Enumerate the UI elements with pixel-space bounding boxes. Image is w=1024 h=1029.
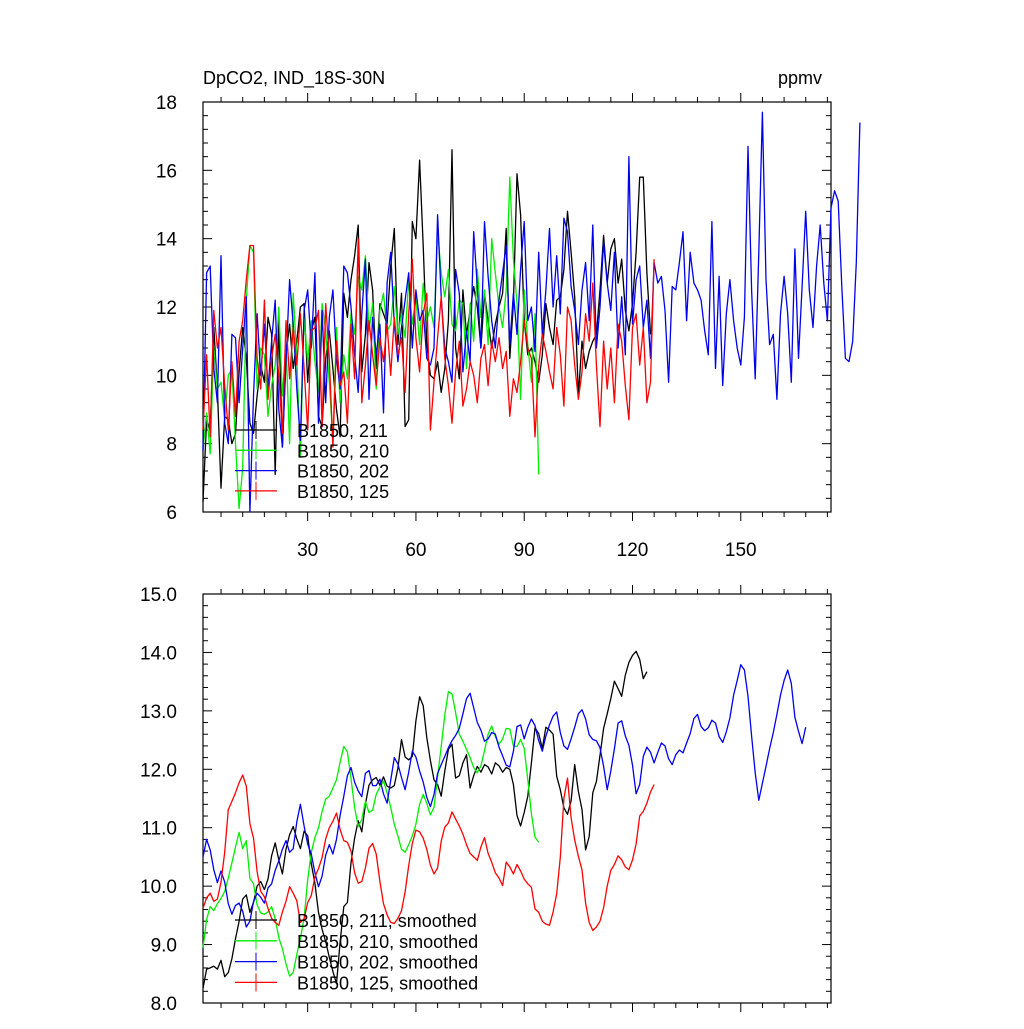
x-tick-label: 120 [617, 540, 649, 561]
x-tick-label: 60 [405, 540, 426, 561]
x-tick-label: 150 [725, 540, 757, 561]
series-line [202, 111, 861, 513]
y-tick-label: 14 [156, 230, 178, 251]
series-line [202, 650, 648, 989]
series-line [202, 690, 540, 977]
legend-label: B1850, 202 [297, 462, 389, 482]
y-tick-label: 10.0 [140, 877, 177, 898]
series-line [202, 774, 655, 932]
y-tick-label: 12.0 [140, 760, 177, 781]
series-line [202, 238, 655, 448]
x-tick-label: 90 [514, 540, 535, 561]
y-tick-label: 11.0 [141, 819, 177, 840]
legend-label: B1850, 202, smoothed [297, 953, 478, 973]
y-tick-label: 18 [156, 93, 177, 114]
y-tick-label: 8 [166, 435, 177, 456]
legend-label: B1850, 125 [297, 482, 389, 502]
y-tick-label: 15.0 [140, 585, 177, 606]
y-tick-label: 9.0 [151, 936, 177, 957]
y-tick-label: 10 [156, 366, 177, 387]
y-tick-label: 8.0 [151, 994, 177, 1015]
y-tick-label: 6 [166, 503, 177, 524]
y-tick-label: 12 [156, 298, 177, 319]
y-tick-label: 13.0 [140, 702, 177, 723]
chart-title-left: DpCO2, IND_18S-30N [203, 68, 385, 89]
legend-label: B1850, 210, smoothed [297, 932, 478, 952]
plot-frame [202, 593, 832, 1004]
x-tick-label: 30 [297, 540, 318, 561]
legend-label: B1850, 210 [297, 441, 389, 461]
y-tick-label: 16 [156, 161, 177, 182]
chart-title-right: ppmv [778, 68, 822, 88]
bottom-panel: 8.0 9.0 10.0 11.0 12.0 13.0 14.0 15.0 B1850, 211… [140, 585, 832, 1015]
y-tick-label: 14.0 [140, 643, 177, 664]
legend-label: B1850, 211, smoothed [297, 911, 477, 931]
legend-label: B1850, 125, smoothed [297, 973, 478, 993]
series-line [202, 664, 807, 928]
legend-label: B1850, 211 [297, 421, 388, 441]
